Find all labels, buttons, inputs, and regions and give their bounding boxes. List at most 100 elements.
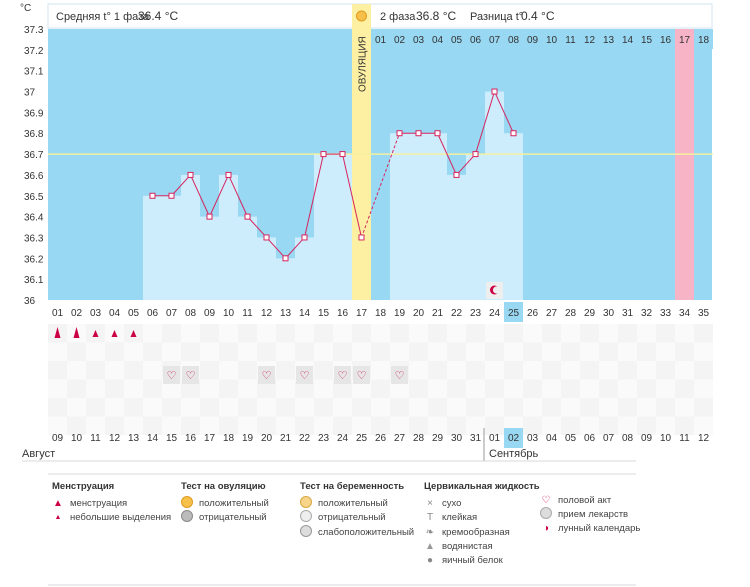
symptom-cell[interactable] xyxy=(105,342,124,362)
symptom-cell[interactable] xyxy=(504,324,523,343)
symptom-cell[interactable] xyxy=(48,398,67,417)
symptom-cell[interactable] xyxy=(181,342,200,362)
symptom-cell[interactable] xyxy=(694,361,713,380)
symptom-cell[interactable] xyxy=(276,398,295,417)
symptom-cell[interactable] xyxy=(219,361,238,380)
symptom-cell[interactable] xyxy=(219,398,238,417)
symptom-cell[interactable] xyxy=(409,342,428,362)
symptom-cell[interactable] xyxy=(295,416,314,436)
temp-point[interactable] xyxy=(339,151,346,158)
symptom-cell[interactable] xyxy=(314,379,333,399)
cycle-day-label[interactable]: 33 xyxy=(660,308,672,319)
symptom-cell[interactable] xyxy=(542,416,561,436)
symptom-cell[interactable] xyxy=(48,361,67,380)
symptom-cell[interactable] xyxy=(238,342,257,362)
symptom-cell[interactable] xyxy=(238,398,257,417)
cycle-day-label[interactable]: 11 xyxy=(242,308,253,319)
cycle-day-label[interactable]: 29 xyxy=(584,308,596,319)
symptom-cell[interactable] xyxy=(333,342,352,362)
symptom-cell[interactable] xyxy=(257,379,276,399)
symptom-cell[interactable] xyxy=(143,324,162,343)
symptom-cell[interactable] xyxy=(447,324,466,343)
symptom-cell[interactable] xyxy=(48,342,67,362)
symptom-cell[interactable] xyxy=(485,342,504,362)
symptom-cell[interactable] xyxy=(181,324,200,343)
symptom-cell[interactable] xyxy=(599,361,618,380)
symptom-cell[interactable] xyxy=(580,416,599,436)
symptom-cell[interactable] xyxy=(200,398,219,417)
symptom-cell[interactable] xyxy=(333,379,352,399)
symptom-cell[interactable] xyxy=(523,342,542,362)
symptom-cell[interactable] xyxy=(124,379,143,399)
symptom-cell[interactable] xyxy=(352,398,371,417)
symptom-cell[interactable] xyxy=(694,342,713,362)
symptom-cell[interactable] xyxy=(675,324,694,343)
symptom-cell[interactable] xyxy=(428,398,447,417)
symptom-cell[interactable] xyxy=(409,398,428,417)
symptom-cell[interactable] xyxy=(656,324,675,343)
symptom-cell[interactable] xyxy=(181,398,200,417)
symptom-cell[interactable] xyxy=(295,379,314,399)
temp-point[interactable] xyxy=(320,151,327,158)
symptom-cell[interactable] xyxy=(675,342,694,362)
symptom-cell[interactable] xyxy=(618,398,637,417)
symptom-cell[interactable] xyxy=(314,361,333,380)
symptom-cell[interactable] xyxy=(352,379,371,399)
symptom-cell[interactable] xyxy=(276,361,295,380)
temp-point[interactable] xyxy=(244,213,251,220)
symptom-cell[interactable] xyxy=(257,342,276,362)
symptom-cell[interactable] xyxy=(181,416,200,436)
symptom-cell[interactable] xyxy=(580,379,599,399)
symptom-cell[interactable] xyxy=(618,379,637,399)
symptom-cell[interactable] xyxy=(694,379,713,399)
symptom-cell[interactable] xyxy=(238,324,257,343)
symptom-cell[interactable] xyxy=(618,361,637,380)
symptom-cell[interactable] xyxy=(86,398,105,417)
symptom-cell[interactable] xyxy=(143,398,162,417)
cycle-day-label[interactable]: 19 xyxy=(394,308,406,319)
symptom-cell[interactable] xyxy=(561,398,580,417)
cycle-day-label[interactable]: 28 xyxy=(565,308,577,319)
symptom-cell[interactable] xyxy=(124,361,143,380)
symptom-cell[interactable] xyxy=(48,416,67,436)
symptom-cell[interactable] xyxy=(67,398,86,417)
symptom-cell[interactable] xyxy=(314,342,333,362)
symptom-cell[interactable] xyxy=(200,342,219,362)
symptom-cell[interactable] xyxy=(162,324,181,343)
symptom-cell[interactable] xyxy=(86,379,105,399)
symptom-cell[interactable] xyxy=(694,416,713,436)
symptom-cell[interactable] xyxy=(162,379,181,399)
cycle-day-label[interactable]: 09 xyxy=(204,308,216,319)
symptom-cell[interactable] xyxy=(428,324,447,343)
cycle-day-label[interactable]: 23 xyxy=(470,308,482,319)
temp-point[interactable] xyxy=(453,171,460,178)
symptom-cell[interactable] xyxy=(466,398,485,417)
symptom-cell[interactable] xyxy=(675,361,694,380)
symptom-cell[interactable] xyxy=(333,324,352,343)
symptom-cell[interactable] xyxy=(257,398,276,417)
symptom-cell[interactable] xyxy=(276,324,295,343)
symptom-cell[interactable] xyxy=(485,379,504,399)
symptom-cell[interactable] xyxy=(314,398,333,417)
cycle-day-label[interactable]: 08 xyxy=(185,308,197,319)
symptom-cell[interactable] xyxy=(409,416,428,436)
temp-point[interactable] xyxy=(415,130,422,137)
symptom-cell[interactable] xyxy=(599,379,618,399)
symptom-cell[interactable] xyxy=(542,398,561,417)
cycle-day-label[interactable]: 12 xyxy=(261,308,273,319)
symptom-cell[interactable] xyxy=(124,416,143,436)
symptom-cell[interactable] xyxy=(466,416,485,436)
symptom-cell[interactable] xyxy=(67,416,86,436)
temp-point[interactable] xyxy=(510,130,517,137)
symptom-cell[interactable] xyxy=(162,398,181,417)
symptom-cell[interactable] xyxy=(599,398,618,417)
symptom-cell[interactable] xyxy=(276,416,295,436)
symptom-cell[interactable] xyxy=(561,361,580,380)
cycle-day-label[interactable]: 20 xyxy=(413,308,425,319)
cycle-day-label[interactable]: 21 xyxy=(432,308,444,319)
symptom-cell[interactable] xyxy=(504,361,523,380)
cycle-day-label[interactable]: 17 xyxy=(356,308,368,319)
symptom-cell[interactable] xyxy=(561,342,580,362)
symptom-cell[interactable] xyxy=(580,361,599,380)
symptom-cell[interactable] xyxy=(276,342,295,362)
